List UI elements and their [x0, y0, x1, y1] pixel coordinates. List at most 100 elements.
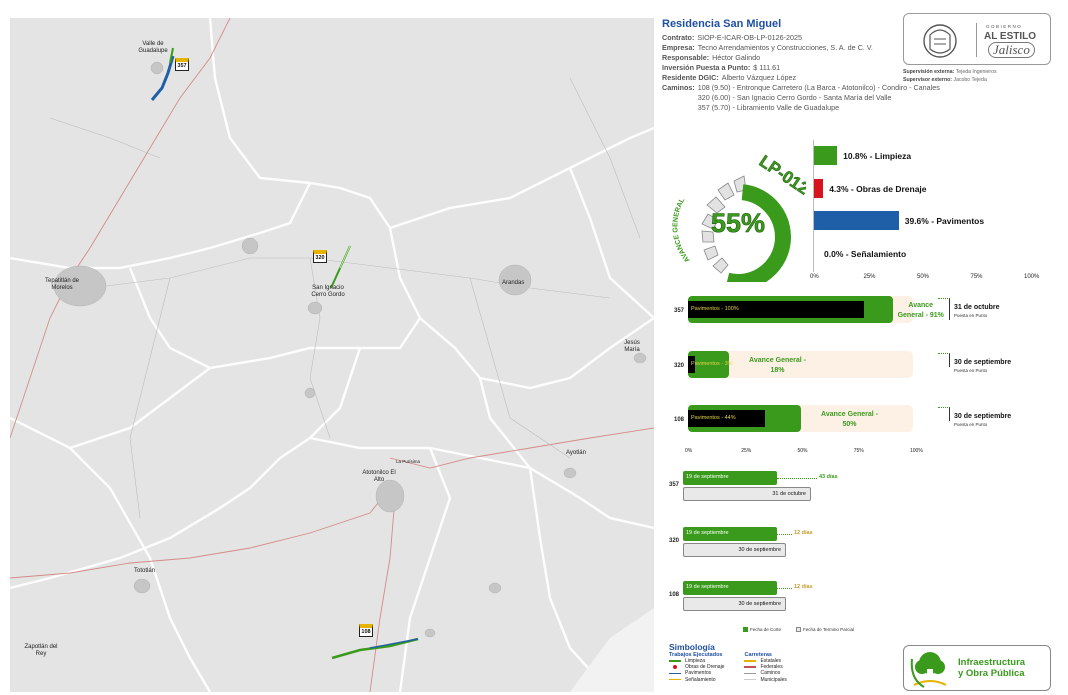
tree-icon	[910, 652, 947, 688]
legend-carreteras: Carreteras Estatales Federales Caminos M…	[744, 652, 787, 683]
map-view[interactable]: Valle de Guadalupe Tepatitlán de Morelos…	[10, 18, 654, 692]
map-legend: Simbología Trabajos Ejecutados Limpieza …	[669, 642, 787, 683]
roads-tick-label: 0%	[685, 448, 693, 454]
timeline-days-label: 12 días	[794, 584, 813, 590]
map-lines	[10, 18, 654, 692]
road-row-label: 320	[674, 363, 685, 369]
timeline-gap-line	[777, 534, 792, 535]
timeline-termino-bar: 30 de septiembre	[683, 597, 786, 611]
deadline-marker	[938, 353, 950, 367]
map-label-jesus-maria: Jesús María	[624, 340, 640, 353]
gauge-percent: 55%	[711, 208, 765, 238]
timeline-days-label: 12 días	[794, 530, 813, 536]
legend-item-limpieza: Limpieza	[669, 658, 724, 664]
legend-label: Estatales	[760, 658, 782, 665]
caminos-list: 108 (9.50) - Entronque Carretero (La Bar…	[698, 83, 940, 113]
gauge-arc-label: AVANCE GENERAL	[672, 196, 691, 263]
info-key: Contrato:	[662, 33, 695, 42]
road-pavimentos-label: Pavimentos - 3%	[691, 361, 733, 367]
legend-title: Simbología	[669, 642, 715, 652]
road-pavimentos-bar	[688, 356, 695, 373]
gauge-progress-arc	[726, 184, 791, 282]
info-value: $ 111.61	[753, 63, 781, 72]
info-key: Caminos:	[662, 83, 695, 92]
logo-divider	[976, 23, 977, 57]
map-label-ayotlan: Ayotlán	[566, 450, 586, 456]
contract-info: Contrato: SIOP-E-ICAR-OB-LP-0126-2025 Emp…	[662, 33, 1002, 113]
map-label-atotonilco: Atotonilco El Alto	[362, 470, 396, 483]
concept-bar-label: 10.8% - Limpieza	[843, 151, 912, 161]
legend-swatch	[744, 678, 757, 681]
legend-label: Pavimentos	[685, 670, 712, 677]
info-key: Residente DGIC:	[662, 73, 719, 82]
map-label-la-purisima: La Purísima	[396, 459, 421, 464]
sup-value: Jacobo Tejeda	[953, 77, 987, 83]
general-progress-gauge: 55% AVANCE GENERAL LP-0126	[672, 151, 806, 282]
deadline-marker	[938, 298, 950, 320]
legend-swatch	[744, 666, 757, 669]
sup-key: Supervisor externo:	[903, 77, 953, 83]
drainage-dot-icon	[673, 664, 677, 669]
road-avance-label: Avance General - 18%	[749, 357, 806, 374]
legend-item-caminos: Caminos	[744, 670, 786, 676]
road-pavimentos-label: Pavimentos - 44%	[691, 415, 736, 421]
infraestructura-logo: Infraestructura y Obra Pública	[903, 645, 1051, 691]
info-value: Alberto Vázquez López	[721, 73, 797, 82]
camino-357: 357 (5.70) - Libramiento Valle de Guadal…	[697, 103, 840, 112]
concepts-axis	[813, 140, 814, 272]
timeline-gap-line	[777, 478, 817, 479]
timeline-corte-bar: 19 de septiembre	[683, 581, 777, 595]
timeline-row-label: 320	[669, 538, 680, 544]
map-label-tototlan: Tototlán	[134, 568, 156, 574]
timeline-termino-bar: 30 de septiembre	[683, 543, 786, 557]
crest-icon	[923, 24, 957, 58]
road-shield-357[interactable]: 357	[175, 58, 189, 71]
legend-swatch	[669, 660, 681, 662]
concepts-tick-label: 0%	[810, 274, 819, 280]
road-row-label: 108	[674, 417, 685, 423]
map-label-tepatitlan: Tepatitlán de Morelos	[44, 278, 80, 291]
road-pavimentos-bar	[688, 410, 765, 427]
road-avance-label: Avance General - 50%	[821, 411, 878, 428]
legend-label: Municipales	[760, 676, 787, 683]
legend-swatch	[669, 678, 681, 681]
logo-gobierno: GOBIERNO	[986, 24, 1023, 29]
road-shield-320[interactable]: 320	[313, 250, 327, 263]
legend-item-estatales: Estatales	[744, 658, 786, 664]
concepts-tick-label: 75%	[970, 274, 983, 280]
logo-jalisco: Jalisco	[988, 42, 1035, 58]
road-deadline-sub: Puesta en Punto	[954, 368, 988, 373]
legend-swatch	[744, 660, 757, 662]
legend-item-federales: Federales	[744, 664, 786, 670]
info-key: Responsable:	[662, 53, 710, 62]
timeline-row-label: 108	[669, 592, 680, 598]
road-deadline-date: 30 de septiembre	[954, 413, 1012, 420]
legend-swatch	[669, 664, 681, 670]
road-deadline-sub: Puesta en Punto	[954, 422, 988, 427]
camino-108: 108 (9.50) - Entronque Carretero (La Bar…	[697, 83, 940, 92]
legend-label: Federales	[760, 664, 783, 671]
map-label-san-ignacio: San Ignacio Cerro Gordo	[311, 285, 345, 298]
info-value: Héctor Galindo	[712, 53, 761, 62]
legend-item-municipales: Municipales	[744, 676, 787, 683]
concept-bar-label: 39.6% - Pavimentos	[904, 216, 985, 226]
roads-tick-label: 100%	[910, 448, 923, 454]
legend-trabajos-title: Trabajos Ejecutados	[669, 652, 723, 658]
gobierno-jalisco-logo: GOBIERNO AL ESTILO Jalisco	[903, 13, 1051, 65]
concept-bar-label: 0.0% - Señalamiento	[824, 249, 907, 259]
road-shield-108[interactable]: 108	[359, 624, 373, 637]
timeline-corte-bar: 19 de septiembre	[683, 471, 777, 485]
legend-item-pavimentos: Pavimentos	[669, 670, 724, 676]
road-avance-label: Avance General - 91%	[897, 302, 944, 319]
concept-bar-label: 4.3% - Obras de Drenaje	[829, 184, 927, 194]
concepts-tick-label: 25%	[863, 274, 876, 280]
roads-tick-label: 25%	[741, 448, 752, 454]
iop-line1: Infraestructura	[958, 657, 1026, 668]
concept-bar	[814, 179, 824, 198]
timeline-gap-line	[777, 588, 792, 589]
legend-label: Señalamiento	[685, 676, 716, 683]
road-pavimentos-bar	[688, 301, 864, 318]
map-label-zapotlan: Zapotlán del Rey	[24, 644, 58, 657]
info-value: SIOP-E-ICAR-OB-LP-0126-2025	[697, 33, 803, 42]
